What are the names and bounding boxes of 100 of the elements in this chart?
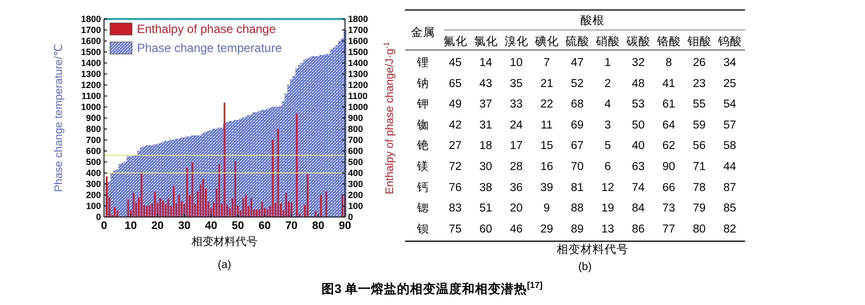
x-tick-label: 30 xyxy=(178,220,190,232)
y2-tick-label: 1300 xyxy=(348,69,368,80)
data-label: 86 xyxy=(632,223,645,236)
data-label: 7 xyxy=(544,57,550,69)
data-label: 42 xyxy=(448,119,462,132)
y-tick-label: 1100 xyxy=(81,91,101,102)
data-label: 55 xyxy=(692,98,706,111)
data-label: 65 xyxy=(448,78,462,90)
y-tick-label: 800 xyxy=(86,124,101,134)
data-label: 83 xyxy=(448,202,462,215)
data-label: 46 xyxy=(510,223,523,236)
data-label: 61 xyxy=(662,98,676,111)
legend-label: Phase change temperature xyxy=(137,41,282,55)
data-label: 76 xyxy=(448,182,462,194)
y2-tick-label: 1200 xyxy=(348,80,368,90)
y-tick-label: 锂 xyxy=(416,56,429,69)
data-label: 37 xyxy=(479,98,492,111)
data-label: 2 xyxy=(604,78,611,90)
y2-tick-label: 900 xyxy=(348,113,364,124)
data-label: 4 xyxy=(604,98,612,111)
y2-tick-label: 1600 xyxy=(348,36,368,46)
data-label: 36 xyxy=(510,182,523,194)
y-tick-label: 900 xyxy=(86,113,101,124)
data-label: 18 xyxy=(479,140,492,152)
y-tick-label: 1600 xyxy=(80,36,101,46)
data-label: 45 xyxy=(448,57,462,69)
data-label: 58 xyxy=(723,140,736,152)
data-label: 24 xyxy=(510,119,524,132)
data-label: 25 xyxy=(723,78,736,90)
y-tick-label: 锶 xyxy=(416,202,429,215)
data-label: 30 xyxy=(479,161,492,173)
y2-tick-label: 700 xyxy=(348,135,364,146)
x-tick-label: 硫酸 xyxy=(565,34,590,48)
data-label: 69 xyxy=(570,119,584,132)
data-label: 34 xyxy=(723,57,737,69)
x-tick-label: 钨酸 xyxy=(716,35,742,48)
y2-tick-label: 300 xyxy=(348,179,364,190)
x-axis-title: 相变材料代号 xyxy=(192,235,258,248)
x-tick-label: 50 xyxy=(232,220,244,232)
data-label: 49 xyxy=(448,98,462,111)
data-label: 11 xyxy=(540,119,553,132)
x-tick-label: 氯化 xyxy=(474,35,498,48)
data-label: 88 xyxy=(570,202,584,215)
x-tick-label: 90 xyxy=(338,220,352,232)
data-label: 73 xyxy=(662,202,676,215)
bar xyxy=(308,57,312,218)
bar xyxy=(332,47,336,218)
chart-title: 酸根 xyxy=(580,14,604,27)
y-tick-label: 1700 xyxy=(80,25,101,36)
data-label: 64 xyxy=(662,119,676,132)
data-label: 53 xyxy=(632,98,645,111)
data-label: 82 xyxy=(723,223,736,236)
x-tick-label: 溴化 xyxy=(504,35,528,48)
data-label: 33 xyxy=(510,98,523,111)
y2-tick-label: 800 xyxy=(348,124,364,134)
data-label: 62 xyxy=(662,140,676,152)
y2-tick-label: 200 xyxy=(348,190,364,200)
data-label: 77 xyxy=(662,223,676,236)
data-label: 13 xyxy=(601,223,614,236)
y-tick-label: 200 xyxy=(86,190,101,200)
x-tick-label: 20 xyxy=(151,220,164,232)
data-label: 78 xyxy=(692,182,706,194)
x-tick-label: 铬酸 xyxy=(656,35,681,48)
data-label: 23 xyxy=(692,78,706,90)
text: (b) xyxy=(578,261,592,273)
data-label: 41 xyxy=(662,78,676,90)
data-label: 47 xyxy=(570,57,584,69)
x-tick-label: 碘化 xyxy=(534,35,559,48)
data-label: 38 xyxy=(479,182,492,194)
data-label: 52 xyxy=(570,78,584,90)
data-label: 12 xyxy=(601,182,614,194)
data-label: 48 xyxy=(632,78,645,90)
y2-tick-label: 1400 xyxy=(348,58,368,68)
data-label: 54 xyxy=(723,98,737,111)
x-tick-label: 70 xyxy=(285,220,298,232)
data-label: 71 xyxy=(692,161,706,173)
data-label: 32 xyxy=(632,57,645,69)
x-tick-label: 氟化 xyxy=(443,35,468,48)
data-label: 79 xyxy=(692,202,706,215)
data-label: 6 xyxy=(604,161,611,173)
bar xyxy=(303,60,306,218)
data-label: 57 xyxy=(723,119,736,132)
data-label: 68 xyxy=(570,98,584,111)
y-tick-label: 铷 xyxy=(416,118,429,132)
x-tick-label: 60 xyxy=(258,220,271,232)
data-label: 74 xyxy=(632,182,646,194)
x-tick-label: 碳酸 xyxy=(625,35,650,48)
data-label: 56 xyxy=(692,140,706,152)
data-label: 26 xyxy=(692,57,706,69)
data-label: 29 xyxy=(540,223,554,236)
x-tick-label: 钼酸 xyxy=(686,35,712,48)
data-label: 50 xyxy=(632,119,645,132)
data-label: 22 xyxy=(540,98,554,111)
data-label: 43 xyxy=(479,78,492,90)
data-label: 28 xyxy=(510,161,523,173)
y2-tick-label: 1700 xyxy=(348,25,368,36)
y-tick-label: 700 xyxy=(86,135,101,146)
bar xyxy=(266,109,269,218)
y-tick-label: 1400 xyxy=(80,58,101,68)
data-label: 3 xyxy=(604,119,611,132)
